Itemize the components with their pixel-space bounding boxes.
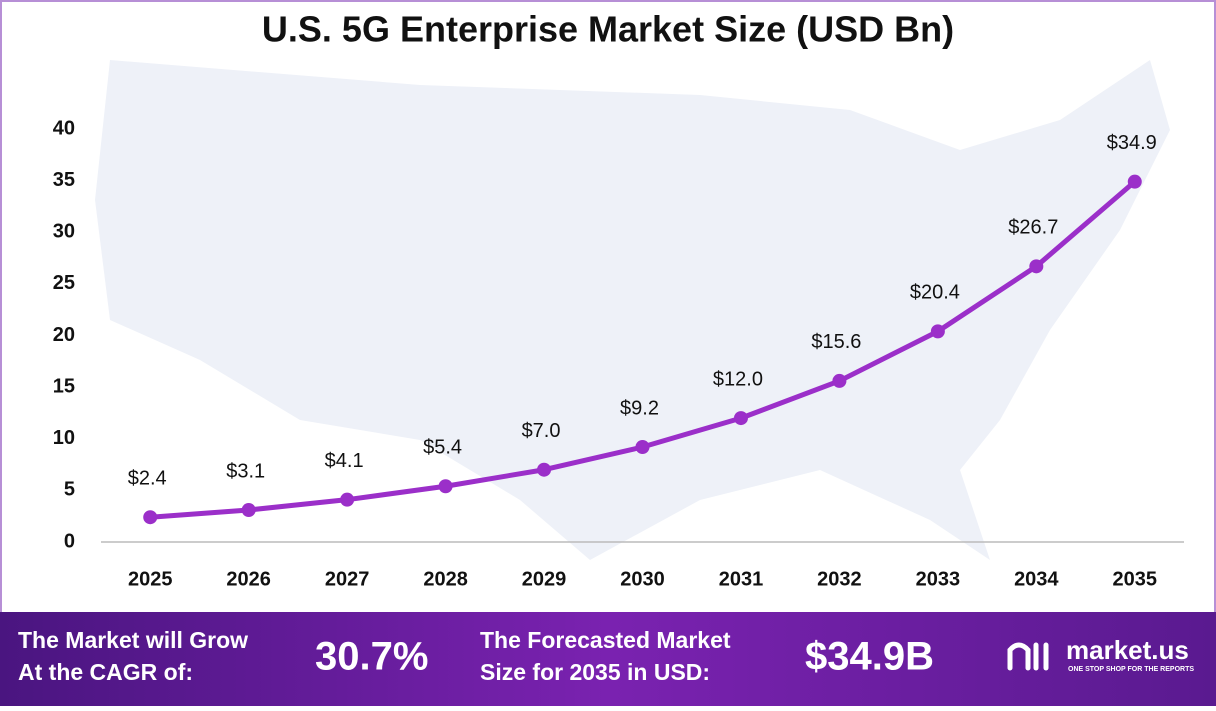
value-label: $3.1	[226, 460, 265, 482]
value-label: $7.0	[522, 420, 561, 442]
footer-banner	[0, 612, 1216, 706]
value-label: $2.4	[128, 468, 167, 490]
y-tick-label: 20	[53, 324, 75, 346]
value-label: $20.4	[910, 282, 960, 304]
y-tick-label: 10	[53, 427, 75, 449]
x-tick-label: 2028	[423, 568, 468, 590]
y-tick-label: 0	[64, 530, 75, 552]
y-tick-label: 25	[53, 272, 75, 294]
y-tick-label: 35	[53, 169, 75, 191]
marker	[635, 440, 650, 455]
marker	[537, 462, 552, 477]
value-label: $15.6	[811, 331, 861, 353]
value-label: $12.0	[713, 368, 763, 390]
y-tick-label: 30	[53, 221, 75, 243]
value-label: $34.9	[1107, 132, 1157, 154]
marker	[1127, 174, 1142, 189]
marker	[1029, 259, 1044, 274]
x-tick-label: 2030	[620, 568, 665, 590]
y-tick-label: 40	[53, 117, 75, 139]
marker	[340, 492, 355, 507]
forecast-text: The Forecasted Market	[480, 627, 731, 653]
chart-title: U.S. 5G Enterprise Market Size (USD Bn)	[262, 9, 954, 50]
x-tick-label: 2034	[1014, 568, 1059, 590]
marker	[143, 510, 158, 525]
x-tick-label: 2025	[128, 568, 173, 590]
marker	[241, 502, 256, 517]
x-tick-label: 2032	[817, 568, 862, 590]
x-tick-label: 2029	[522, 568, 567, 590]
x-tick-label: 2027	[325, 568, 370, 590]
marker	[438, 479, 453, 494]
x-tick-label: 2031	[719, 568, 764, 590]
value-label: $9.2	[620, 397, 659, 419]
y-tick-label: 5	[64, 479, 75, 501]
brand-logo	[1007, 642, 1049, 671]
cagr-text: At the CAGR of:	[18, 659, 193, 685]
value-label: $4.1	[325, 450, 364, 472]
cagr-value: 30.7%	[315, 635, 428, 679]
brand-name: market.us	[1066, 635, 1189, 665]
value-label: $26.7	[1008, 217, 1058, 239]
value-label: $5.4	[423, 437, 462, 459]
x-tick-label: 2035	[1113, 568, 1158, 590]
marker	[930, 324, 945, 339]
marker	[733, 411, 748, 426]
cagr-text: The Market will Grow	[18, 627, 248, 653]
marker	[832, 373, 847, 388]
forecast-text: Size for 2035 in USD:	[480, 659, 710, 685]
brand-tagline: ONE STOP SHOP FOR THE REPORTS	[1068, 666, 1194, 673]
forecast-value: $34.9B	[805, 635, 934, 679]
map-background	[95, 60, 1170, 560]
y-tick-label: 15	[53, 375, 75, 397]
x-tick-label: 2033	[916, 568, 961, 590]
x-tick-label: 2026	[226, 568, 271, 590]
